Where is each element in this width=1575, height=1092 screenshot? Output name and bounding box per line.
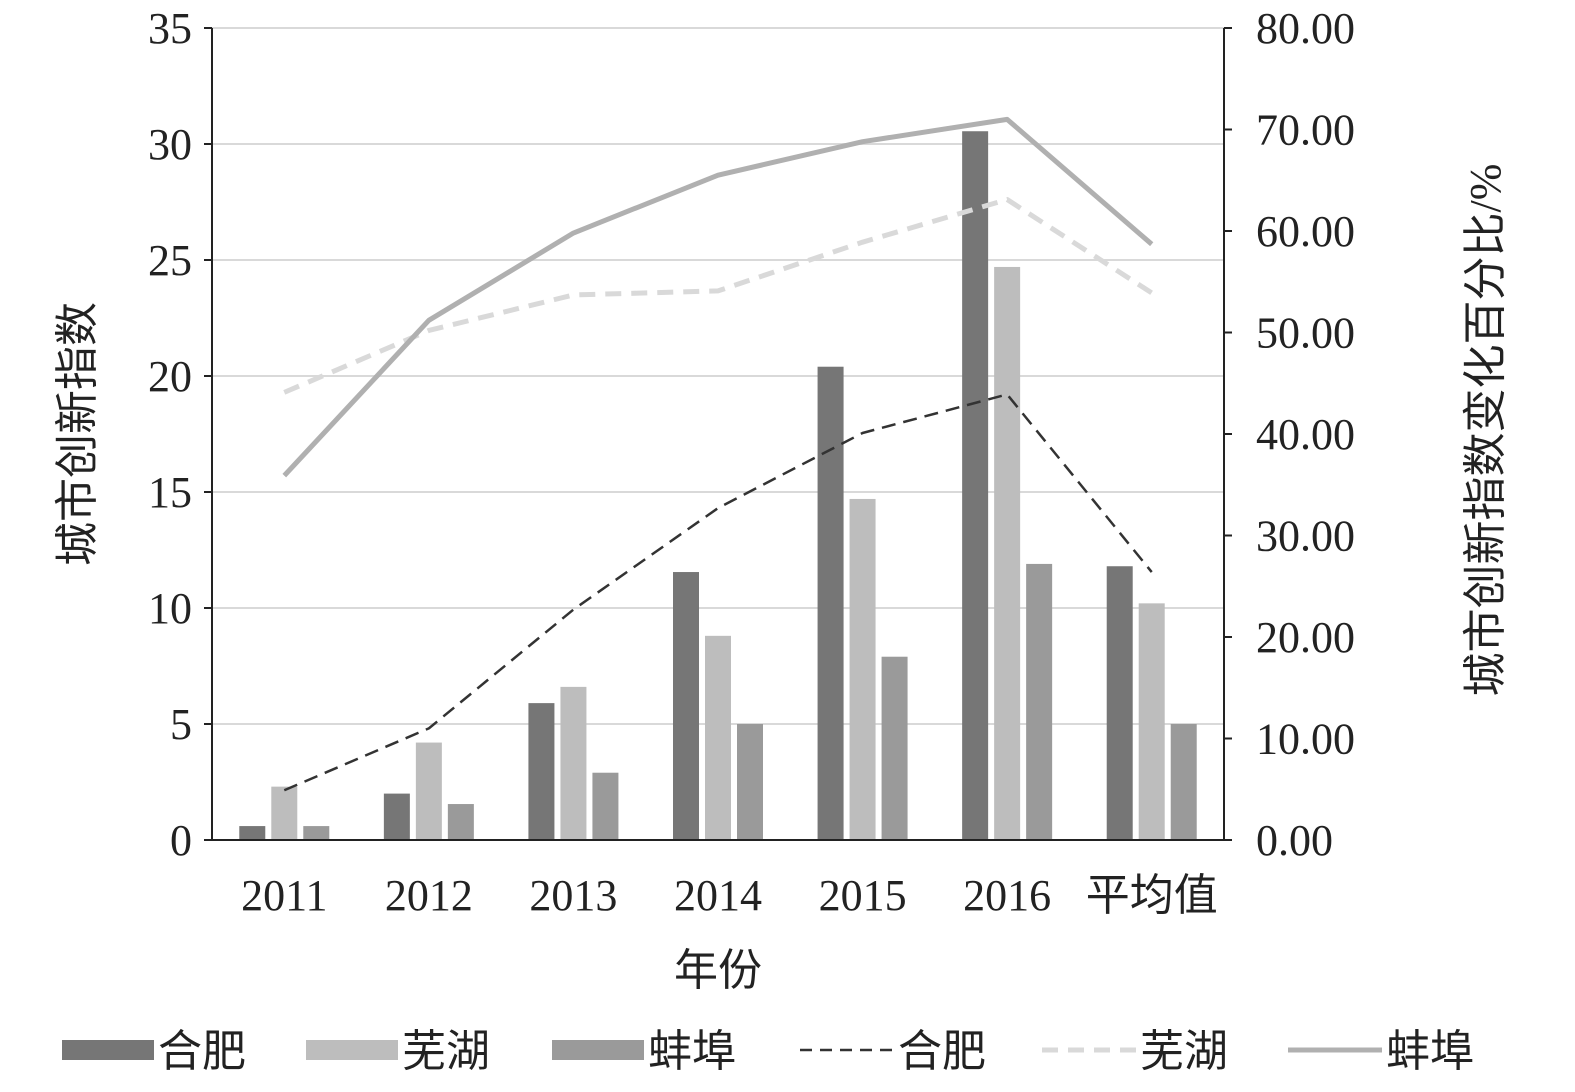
y-tick-label: 10	[148, 584, 192, 633]
y2-axis-label: 城市创新指数变化百分比/%	[1461, 164, 1510, 697]
y2-tick-label: 30.00	[1256, 512, 1355, 561]
bar-合肥-2011	[239, 826, 266, 840]
bar-蚌埠-2014	[737, 724, 763, 840]
bar-合肥-2013	[528, 703, 555, 840]
bar-芜湖-2013	[560, 686, 587, 840]
legend-swatch-bar-蚌埠	[552, 1040, 644, 1060]
y2-tick-label: 0.00	[1256, 816, 1333, 865]
bar-芜湖-2015	[849, 498, 876, 840]
legend: 合肥 芜湖 蚌埠 合肥 芜湖 蚌埠	[62, 1027, 1474, 1076]
legend-swatch-bar-芜湖	[306, 1040, 398, 1060]
x-tick-label: 2016	[963, 871, 1051, 920]
legend-label-line-合肥: 合肥	[898, 1027, 986, 1076]
y2-tick-label: 70.00	[1256, 106, 1355, 155]
y2-tick-label: 50.00	[1256, 309, 1355, 358]
y2-tick-label: 80.00	[1256, 4, 1355, 53]
legend-label-bar-蚌埠: 蚌埠	[648, 1027, 736, 1076]
y-tick-label: 35	[148, 4, 192, 53]
bar-芜湖-2016	[994, 266, 1021, 841]
y2-tick-label: 60.00	[1256, 207, 1355, 256]
bar-合肥-2015	[817, 366, 844, 840]
x-tick-label: 2012	[385, 871, 473, 920]
y2-tick-label: 20.00	[1256, 613, 1355, 662]
x-tick-label: 2015	[819, 871, 907, 920]
y-tick-label: 25	[148, 236, 192, 285]
x-tick-label: 2013	[529, 871, 617, 920]
y-tick-label: 20	[148, 352, 192, 401]
bar-蚌埠-平均值	[1170, 724, 1197, 840]
line-series-蚌埠	[282, 116, 1154, 478]
bar-合肥-2012	[383, 793, 410, 840]
x-tick-label: 2014	[674, 871, 762, 920]
y-axis-label: 城市创新指数	[53, 302, 102, 566]
legend-label-line-芜湖: 芜湖	[1140, 1027, 1228, 1076]
y-tick-label: 5	[170, 700, 192, 749]
bar-蚌埠-2016	[1026, 563, 1053, 840]
axes: 0 5 10 15 20 25 30 35 0.00 10.00 20.00 30.00 40.00 50…	[148, 4, 1355, 920]
bar-合肥-2016	[962, 131, 989, 841]
bar-芜湖-平均值	[1138, 603, 1165, 840]
bar-蚌埠-2012	[447, 804, 474, 840]
x-tick-label: 2011	[241, 871, 327, 920]
bar-蚌埠-2013	[592, 772, 619, 840]
bar-合肥-2014	[673, 572, 699, 840]
x-tick-label: 平均值	[1086, 871, 1218, 920]
legend-label-bar-合肥: 合肥	[158, 1027, 246, 1076]
legend-label-bar-芜湖: 芜湖	[402, 1027, 490, 1076]
legend-swatch-bar-合肥	[62, 1040, 154, 1060]
y-tick-label: 30	[148, 120, 192, 169]
line-series-芜湖	[283, 197, 1154, 395]
bar-芜湖-2011	[271, 786, 298, 840]
bar-蚌埠-2011	[303, 826, 330, 840]
y-tick-label: 15	[148, 468, 192, 517]
bar-蚌埠-2015	[881, 656, 908, 840]
bars	[239, 131, 1197, 841]
y-tick-label: 0	[170, 816, 192, 865]
bar-芜湖-2014	[705, 635, 731, 840]
y2-tick-label: 40.00	[1256, 410, 1355, 459]
y2-tick-label: 10.00	[1256, 715, 1355, 764]
bar-合肥-平均值	[1106, 566, 1133, 840]
lines	[282, 116, 1154, 792]
legend-label-line-蚌埠: 蚌埠	[1386, 1027, 1474, 1076]
gridlines	[212, 27, 1224, 725]
x-axis-label: 年份	[674, 946, 762, 995]
bar-芜湖-2012	[415, 742, 442, 840]
